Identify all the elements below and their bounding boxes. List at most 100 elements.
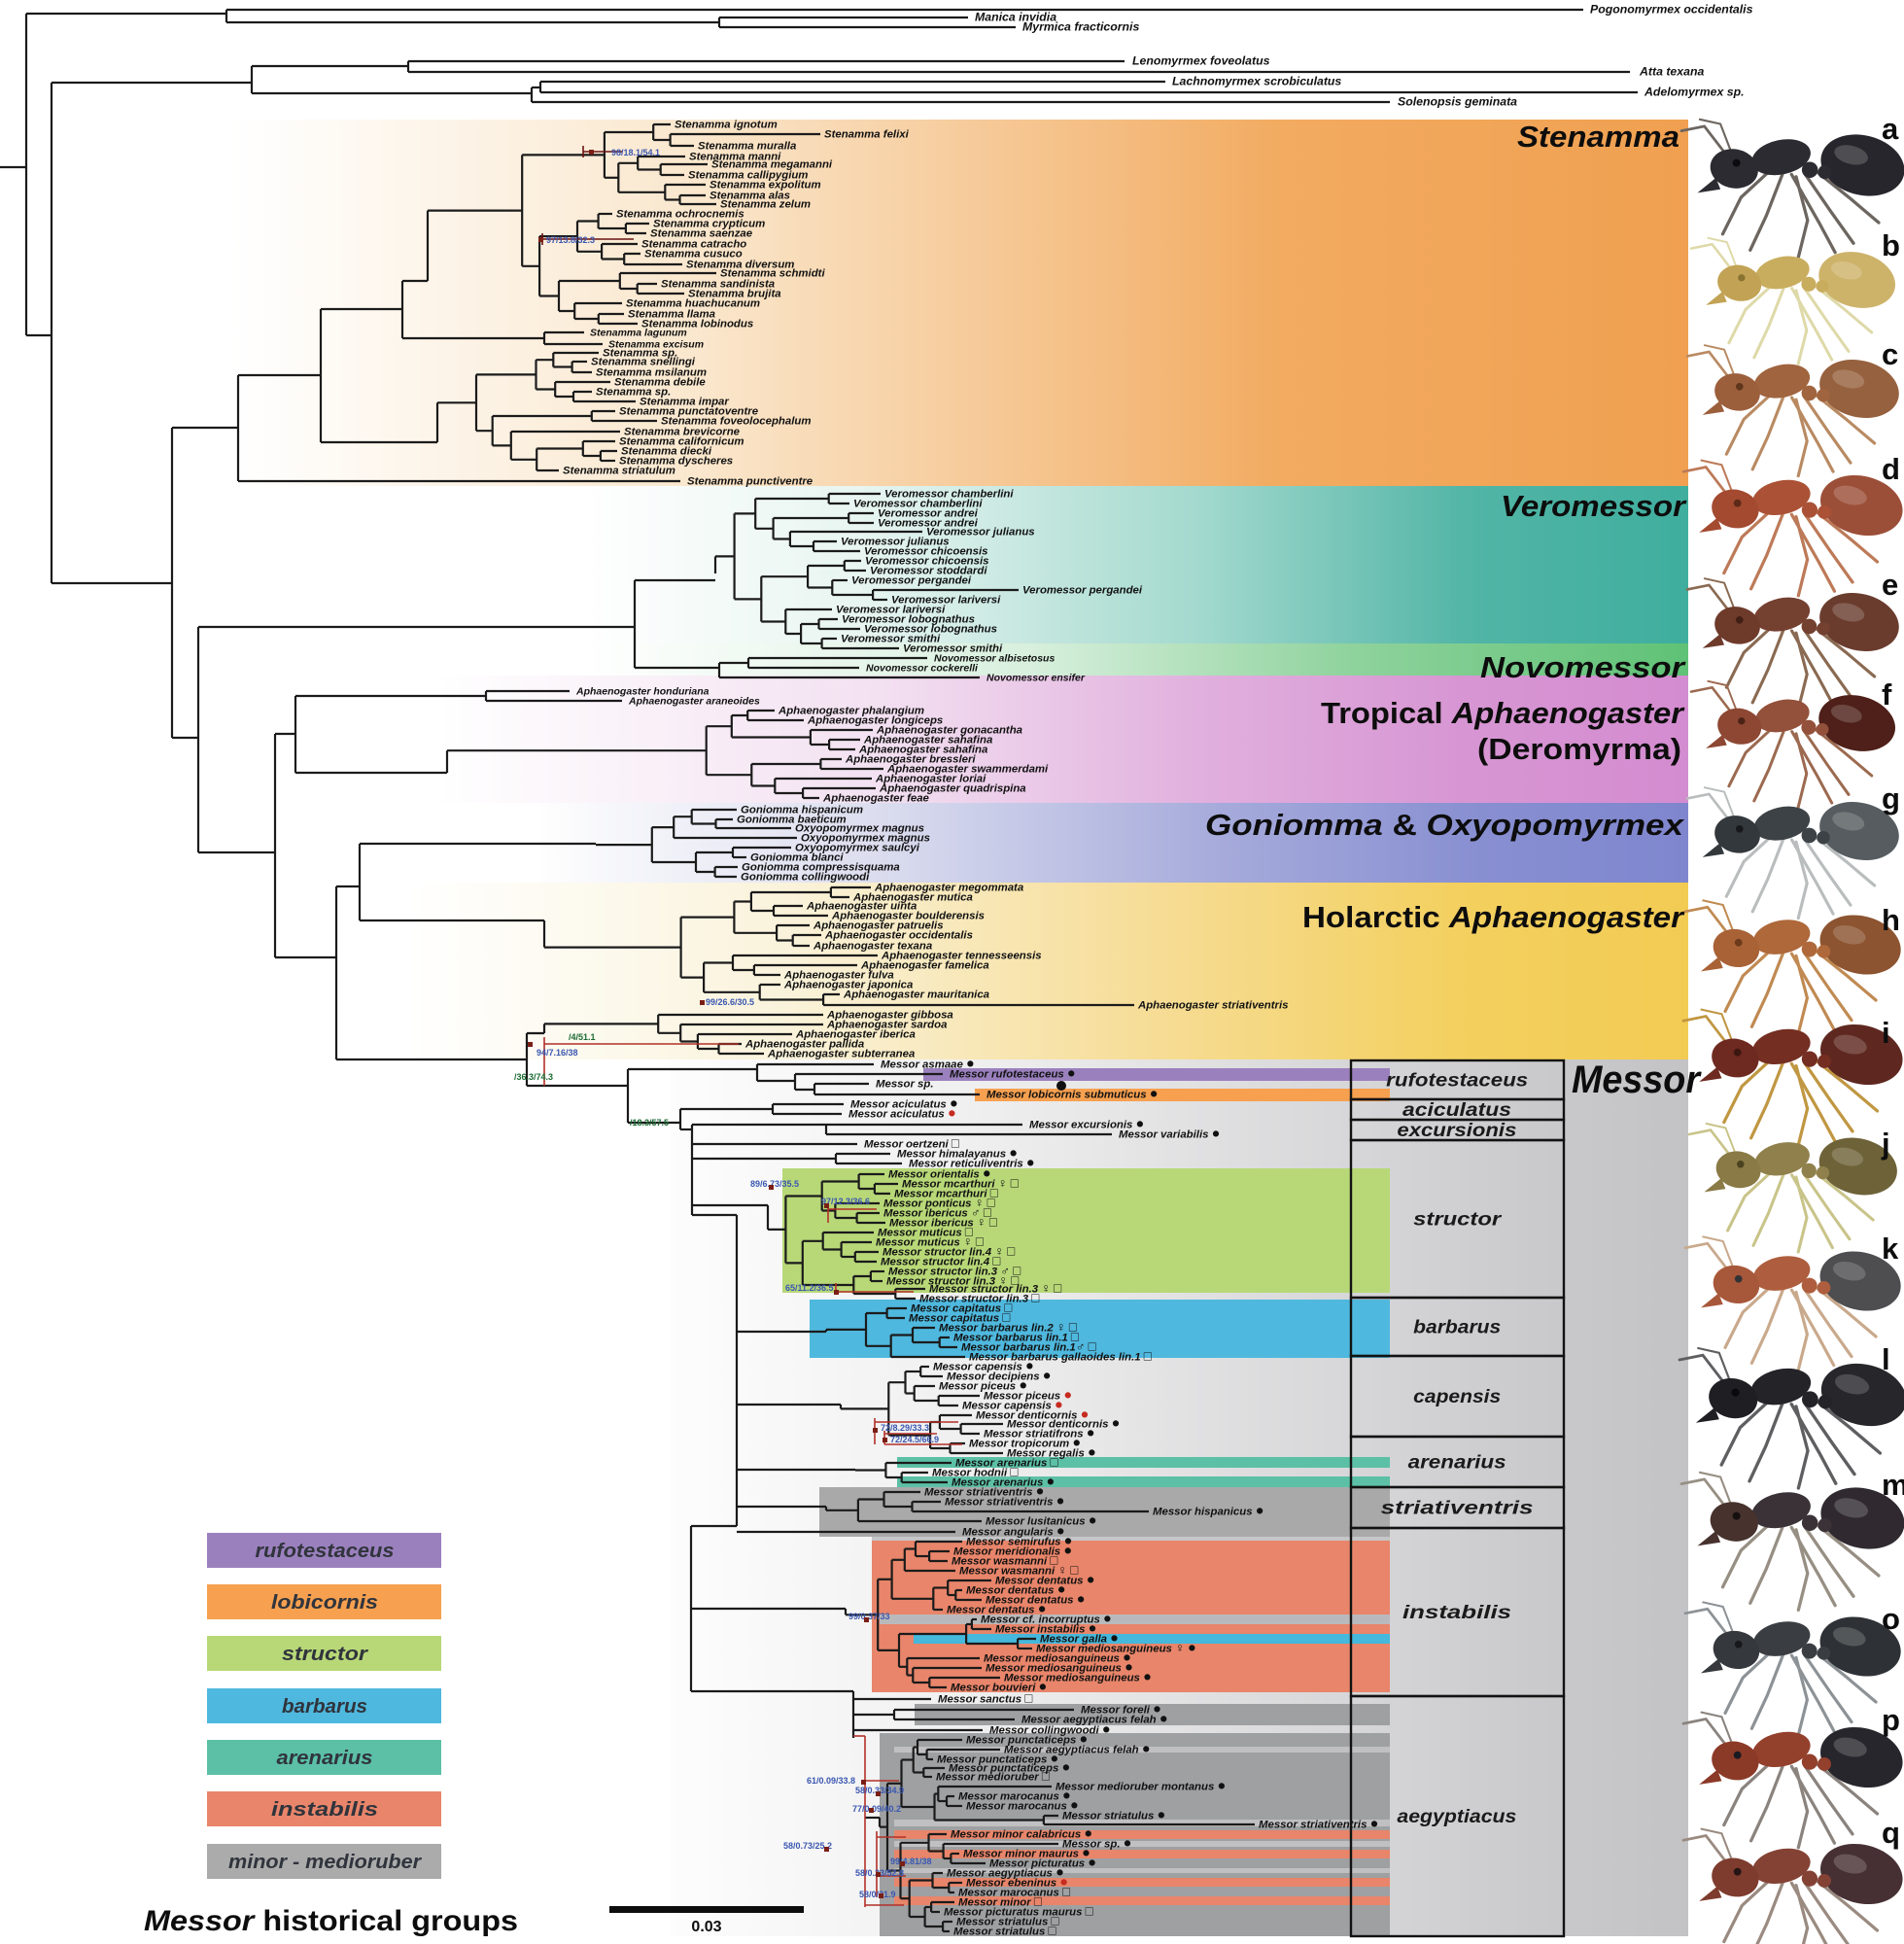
svg-text:Aphaenogaster megommata: Aphaenogaster megommata (874, 883, 1023, 894)
svg-text:Goniomma blanci: Goniomma blanci (750, 852, 844, 864)
svg-text:Messor ponticus ♀ □: Messor ponticus ♀ □ (883, 1196, 995, 1210)
svg-text:Stenamma californicum: Stenamma californicum (619, 436, 744, 448)
svg-text:Stenamma cusuco: Stenamma cusuco (644, 249, 743, 260)
svg-text:Stenamma sp.: Stenamma sp. (596, 387, 671, 399)
svg-text:Messor hodnii □: Messor hodnii □ (932, 1465, 1019, 1479)
svg-text:Messor striatifrons ●: Messor striatifrons ● (984, 1426, 1094, 1441)
svg-text:Messor ibericus ♀ □: Messor ibericus ♀ □ (889, 1215, 997, 1230)
svg-text:Messor aegyptiacus felah ●: Messor aegyptiacus felah ● (1021, 1712, 1168, 1727)
svg-text:77/0.09/40.2: 77/0.09/40.2 (852, 1804, 901, 1814)
svg-text:Messor striatulus □: Messor striatulus □ (953, 1924, 1056, 1938)
svg-text:Goniomma baeticum: Goniomma baeticum (737, 815, 847, 826)
svg-text:Stenamma crypticum: Stenamma crypticum (653, 219, 765, 230)
svg-text:Stenamma snellingi: Stenamma snellingi (591, 357, 696, 368)
svg-text:Messor historical groups: Messor historical groups (144, 1905, 518, 1937)
svg-text:Messor mediosanguineus ♀ ●: Messor mediosanguineus ♀ ● (1036, 1641, 1196, 1656)
svg-text:Messor barbarus gallaoides lin: Messor barbarus gallaoides lin.1 □ (969, 1349, 1152, 1364)
svg-text:Veromessor andrei: Veromessor andrei (878, 518, 979, 530)
svg-text:Stenamma sandinista: Stenamma sandinista (661, 279, 775, 291)
svg-text:Messor reticuliventris ●: Messor reticuliventris ● (909, 1156, 1035, 1171)
svg-text:Messor barbarus lin.2 ♀ □: Messor barbarus lin.2 ♀ □ (939, 1320, 1077, 1335)
svg-text:Veromessor julianus: Veromessor julianus (926, 527, 1035, 538)
svg-text:Messor hispanicus ●: Messor hispanicus ● (1153, 1504, 1264, 1519)
svg-text:Stenamma zelum: Stenamma zelum (720, 199, 811, 211)
svg-text:Messor mcarthuri ♀ □: Messor mcarthuri ♀ □ (902, 1176, 1019, 1191)
svg-text:Messor lobicornis submuticus ●: Messor lobicornis submuticus ● (987, 1087, 1159, 1102)
svg-text:89/6.73/35.5: 89/6.73/35.5 (750, 1179, 799, 1189)
svg-text:Messor asmaae ●: Messor asmaae ● (881, 1057, 975, 1072)
svg-text:Messor mcarthuri □: Messor mcarthuri □ (894, 1186, 998, 1200)
svg-text:Messor instabilis ●: Messor instabilis ● (995, 1621, 1096, 1637)
svg-text:Messor barbarus lin.1 □: Messor barbarus lin.1 □ (953, 1330, 1079, 1344)
svg-text:Goniomma & Oxyopomyrmex: Goniomma & Oxyopomyrmex (1205, 808, 1685, 842)
svg-text:Stenamma msilanum: Stenamma msilanum (596, 367, 707, 379)
svg-text:Messor striatulus ●: Messor striatulus ● (1062, 1808, 1165, 1823)
svg-text:Stenamma sp.: Stenamma sp. (603, 348, 677, 360)
svg-text:Stenamma diversum: Stenamma diversum (686, 260, 794, 271)
svg-text:Stenamma manni: Stenamma manni (689, 152, 781, 163)
svg-text:Stenamma debile: Stenamma debile (614, 377, 706, 389)
svg-text:structor: structor (1413, 1210, 1503, 1231)
svg-text:Stenamma megamanni: Stenamma megamanni (711, 159, 833, 171)
svg-text:Aphaenogaster feae: Aphaenogaster feae (822, 793, 930, 805)
svg-text:Messor arenarius □: Messor arenarius □ (955, 1455, 1058, 1470)
svg-text:Stenamma: Stenamma (1517, 120, 1679, 154)
svg-text:Stenamma catracho: Stenamma catracho (641, 239, 746, 251)
svg-text:Messor capitatus □: Messor capitatus □ (909, 1310, 1010, 1325)
svg-text:Stenamma huachucanum: Stenamma huachucanum (626, 298, 760, 310)
svg-text:rufotestaceus: rufotestaceus (256, 1541, 395, 1562)
svg-text:Messor aegyptiacus felah ●: Messor aegyptiacus felah ● (1004, 1742, 1151, 1757)
svg-text:Stenamma impar: Stenamma impar (640, 397, 729, 408)
svg-text:Stenamma muralla: Stenamma muralla (698, 141, 796, 153)
svg-text:Aphaenogaster longiceps: Aphaenogaster longiceps (807, 715, 943, 727)
svg-text:Messor tropicorum ●: Messor tropicorum ● (969, 1436, 1081, 1451)
svg-text:Veromessor lobognathus: Veromessor lobognathus (842, 614, 975, 626)
svg-text:Messor picturatus ●: Messor picturatus ● (989, 1856, 1096, 1871)
svg-text:Aphaenogaster mutica: Aphaenogaster mutica (852, 892, 973, 904)
svg-text:Novomessor: Novomessor (1480, 650, 1686, 684)
svg-text:Aphaenogaster japonica: Aphaenogaster japonica (783, 980, 913, 991)
svg-text:i: i (1882, 1016, 1890, 1050)
svg-text:Stenamma foveolocephalum: Stenamma foveolocephalum (661, 416, 811, 428)
svg-text:Messor ibericus ♂ □: Messor ibericus ♂ □ (883, 1205, 991, 1220)
svg-text:Messor semirufus ●: Messor semirufus ● (966, 1534, 1072, 1549)
svg-text:rufotestaceus: rufotestaceus (1386, 1071, 1528, 1092)
svg-text:f: f (1882, 677, 1892, 712)
svg-text:Messor capitatus □: Messor capitatus □ (911, 1301, 1012, 1315)
svg-text:Messor minor calabricus ●: Messor minor calabricus ● (951, 1826, 1092, 1842)
svg-text:Veromessor chicoensis: Veromessor chicoensis (865, 556, 988, 568)
svg-text:Aphaenogaster sahafina: Aphaenogaster sahafina (858, 745, 987, 756)
svg-text:d: d (1882, 452, 1900, 486)
svg-text:Messor minor □: Messor minor □ (958, 1894, 1042, 1909)
svg-text:Stenamma saenzae: Stenamma saenzae (650, 228, 753, 240)
svg-text:Messor cf. incorruptus ●: Messor cf. incorruptus ● (981, 1612, 1112, 1627)
svg-text:Messor punctaticeps ●: Messor punctaticeps ● (966, 1732, 1088, 1748)
svg-text:Stenamma ignotum: Stenamma ignotum (675, 120, 778, 131)
svg-text:barbarus: barbarus (282, 1696, 367, 1718)
svg-text:Stenamma ochrocnemis: Stenamma ochrocnemis (616, 209, 744, 221)
svg-text:Aphaenogaster sardoa: Aphaenogaster sardoa (826, 1020, 947, 1031)
svg-text:instabilis: instabilis (1402, 1603, 1511, 1623)
svg-text:Stenamma alas: Stenamma alas (710, 191, 790, 202)
svg-text:Messor decipiens ●: Messor decipiens ● (947, 1369, 1052, 1384)
svg-text:61/0.09/33.8: 61/0.09/33.8 (807, 1776, 855, 1786)
svg-text:Aphaenogaster boulderensis: Aphaenogaster boulderensis (831, 911, 985, 922)
svg-text:Holarctic Aphaenogaster: Holarctic Aphaenogaster (1302, 900, 1685, 934)
svg-text:99/4.81/38: 99/4.81/38 (890, 1857, 932, 1866)
svg-text:97/13.8/32.3: 97/13.8/32.3 (546, 235, 595, 245)
svg-text:Stenamma expolitum: Stenamma expolitum (710, 180, 821, 191)
svg-text:Aphaenogaster bressleri: Aphaenogaster bressleri (845, 754, 976, 766)
svg-text:Messor angularis ●: Messor angularis ● (962, 1524, 1065, 1540)
svg-text:Aphaenogaster fulva: Aphaenogaster fulva (783, 970, 894, 982)
svg-text:Messor foreli ●: Messor foreli ● (1081, 1702, 1161, 1718)
svg-text:Aphaenogaster gonacantha: Aphaenogaster gonacantha (876, 725, 1022, 737)
svg-text:o: o (1882, 1602, 1900, 1636)
svg-text:Stenamma striatulum: Stenamma striatulum (563, 466, 675, 477)
svg-text:Stenamma brujita: Stenamma brujita (688, 289, 781, 300)
svg-text:Messor mediosanguineus ●: Messor mediosanguineus ● (984, 1650, 1131, 1666)
svg-text:Aphaenogaster pallida: Aphaenogaster pallida (744, 1039, 864, 1051)
svg-text:Aphaenogaster uinta: Aphaenogaster uinta (806, 901, 917, 913)
svg-text:Veromessor chamberlini: Veromessor chamberlini (884, 489, 1014, 501)
svg-text:Messor excursionis ●: Messor excursionis ● (1029, 1117, 1144, 1132)
svg-text:e: e (1882, 568, 1898, 602)
